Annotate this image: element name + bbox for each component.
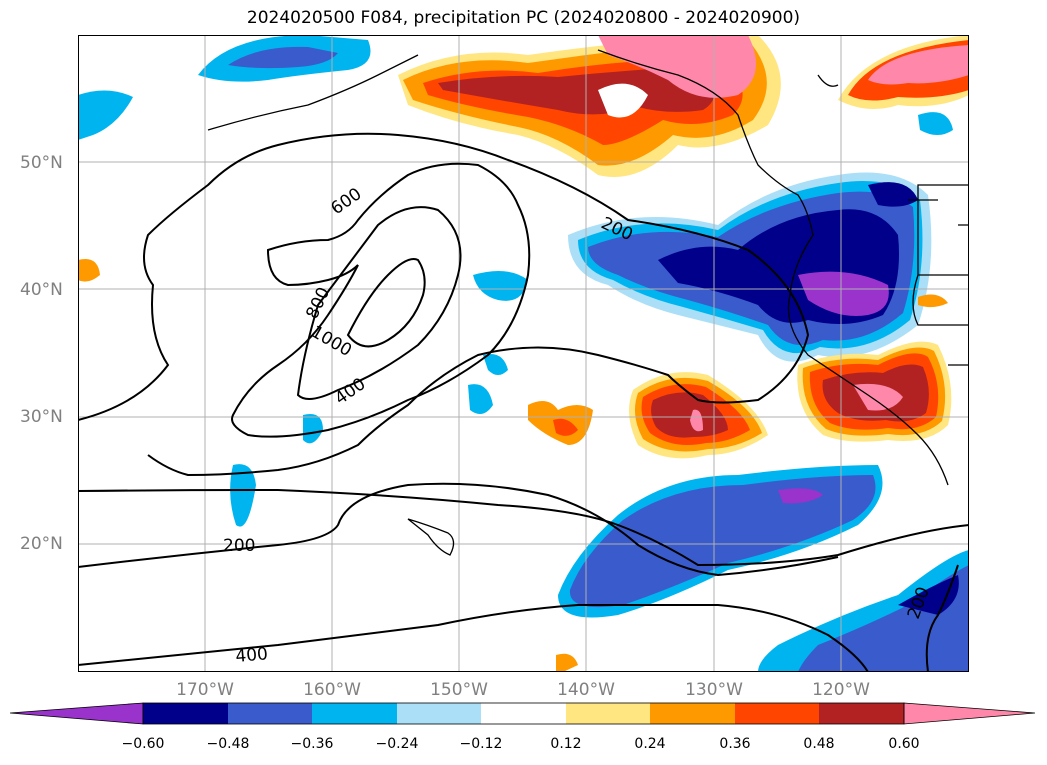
colorbar-segment-4 <box>397 703 481 724</box>
lon-label-140w: 140°W <box>557 680 615 700</box>
lat-label-30n: 30°N <box>20 407 63 427</box>
colorbar-segment-8 <box>735 703 819 724</box>
cbar-tick-9: 0.60 <box>888 736 920 752</box>
colorbar-segment-7 <box>650 703 735 724</box>
cbar-tick-3: −0.24 <box>375 736 419 752</box>
lat-label-40n: 40°N <box>20 280 63 300</box>
lat-label-20n: 20°N <box>20 534 63 554</box>
cbar-tick-5: 0.12 <box>550 736 582 752</box>
cbar-tick-0: −0.60 <box>121 736 165 752</box>
colorbar-segment-10 <box>903 702 1036 725</box>
precip-small-patches <box>78 112 953 672</box>
contour-label-400-b: 400 <box>235 644 269 667</box>
lon-label-170w: 170°W <box>176 680 234 700</box>
precip-fields <box>78 35 969 672</box>
coastlines <box>207 49 969 556</box>
contours <box>78 132 969 672</box>
cbar-tick-8: 0.48 <box>803 736 835 752</box>
lon-label-120w: 120°W <box>812 680 870 700</box>
cbar-tick-2: −0.36 <box>290 736 334 752</box>
colorbar-segment-0 <box>10 702 144 725</box>
precip-positive-ne-corner <box>838 35 969 109</box>
cbar-tick-7: 0.36 <box>719 736 751 752</box>
lon-label-160w: 160°W <box>303 680 361 700</box>
lon-label-150w: 150°W <box>430 680 488 700</box>
precip-positive-central <box>528 372 768 459</box>
graticule <box>78 35 969 672</box>
colorbar <box>10 702 1036 725</box>
precip-negative-south <box>558 465 969 672</box>
cbar-tick-1: −0.48 <box>206 736 250 752</box>
precip-positive-north-band <box>398 35 781 177</box>
lat-label-50n: 50°N <box>20 153 63 173</box>
precip-negative-central <box>230 271 528 527</box>
colorbar-segment-1 <box>143 703 228 724</box>
colorbar-segment-2 <box>228 703 312 724</box>
colorbar-segment-6 <box>566 703 650 724</box>
colorbar-segment-3 <box>312 703 397 724</box>
cbar-tick-6: 0.24 <box>634 736 666 752</box>
colorbar-segment-5 <box>481 703 566 724</box>
map-title: 2024020500 F084, precipitation PC (20240… <box>246 8 801 28</box>
colorbar-segment-9 <box>819 703 904 724</box>
contour-label-200-b: 200 <box>223 536 255 556</box>
cbar-tick-4: −0.12 <box>459 736 503 752</box>
map-plot: 600 200 800 1000 400 200 400 200 <box>78 35 969 672</box>
precip-negative-nw <box>78 35 371 140</box>
lon-label-130w: 130°W <box>685 680 743 700</box>
